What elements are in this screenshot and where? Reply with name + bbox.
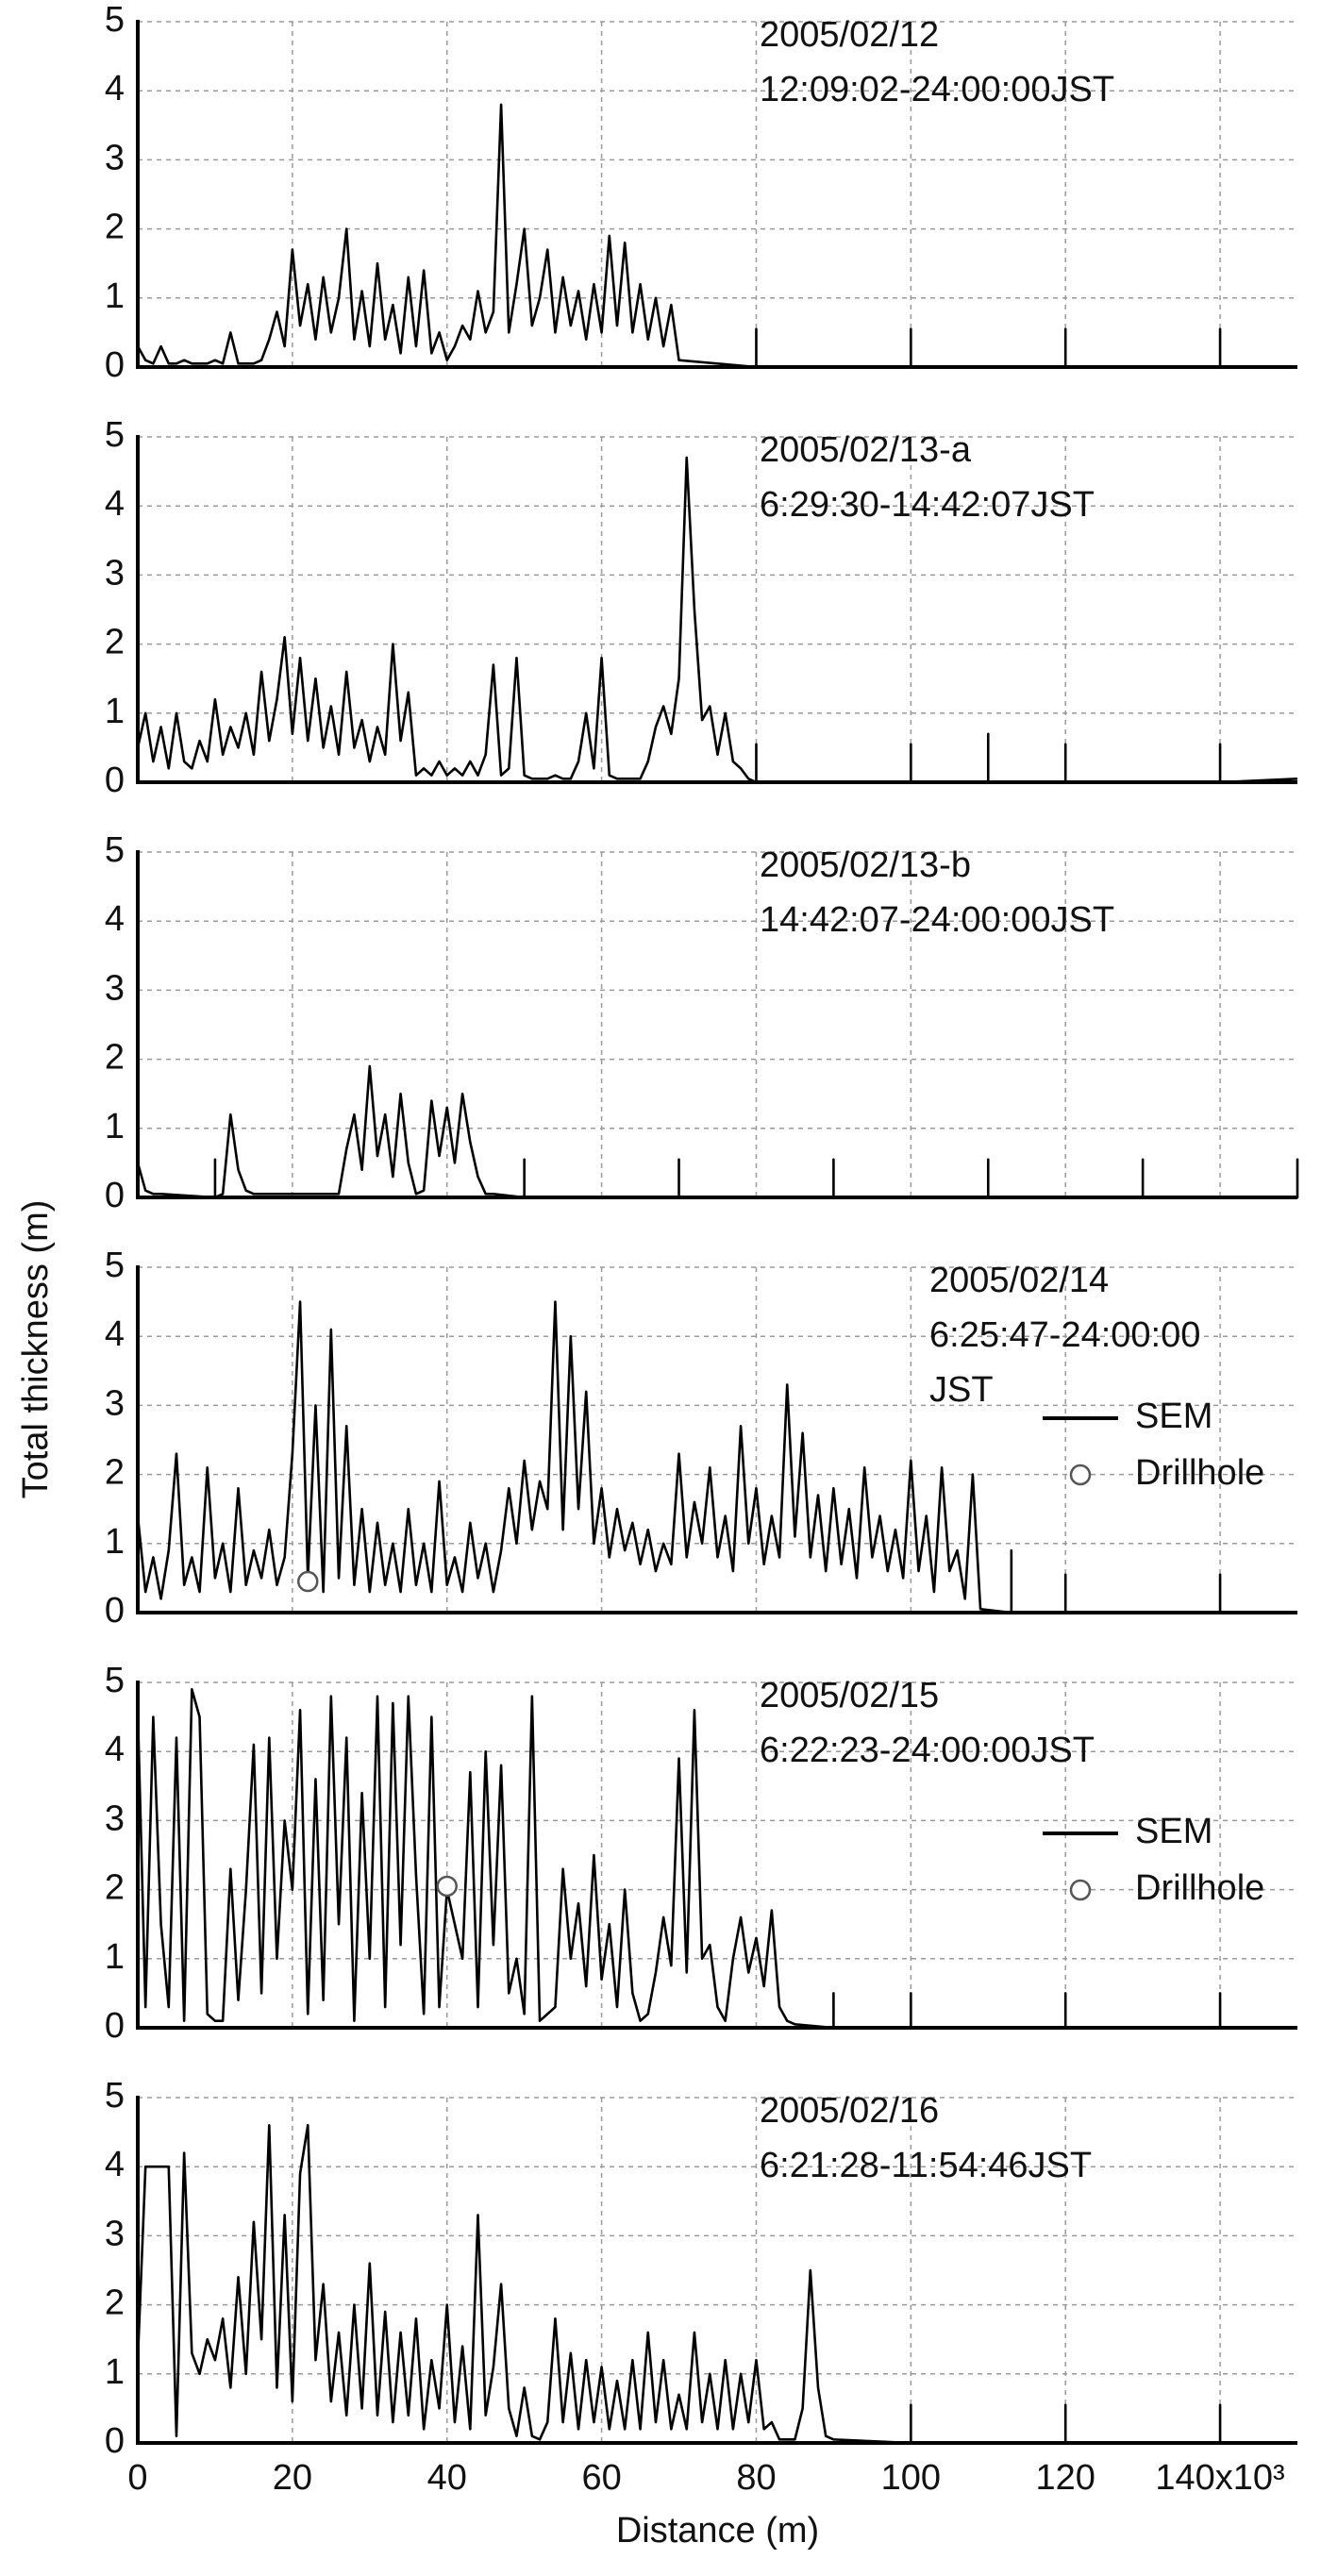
thickness-line <box>136 1300 1222 1614</box>
x-tick-label: 80 <box>736 2458 776 2498</box>
y-tick-label: 1 <box>105 276 125 316</box>
y-tick-label: 2 <box>105 623 125 662</box>
panel: 0 1 2 3 4 5 2005/02/12 12:09:02-24:00:00JST <box>105 0 1297 385</box>
y-tick-label: 1 <box>105 1937 125 1977</box>
y-tick-label: 3 <box>105 2214 125 2253</box>
thickness-line <box>136 1064 1299 1199</box>
y-tick-label: 3 <box>105 553 125 593</box>
x-tick-label: 40 <box>427 2458 467 2498</box>
panel-annotation: 2005/02/16 <box>760 2091 939 2131</box>
panel: 0 1 2 3 4 5 2005/02/14 6:25:47-24:00:00 JST SEM Dr… <box>105 1246 1297 1631</box>
y-tick-label: 2 <box>105 1453 125 1493</box>
legend-label: Drillhole <box>1135 1453 1264 1493</box>
panel-annotation: 2005/02/13-b <box>760 845 971 885</box>
y-tick-label: 4 <box>105 484 125 524</box>
legend-label: SEM <box>1135 1812 1212 1851</box>
panel-annotation: 2005/02/13-a <box>760 430 972 470</box>
x-tick-label: 0 <box>127 2458 147 2498</box>
y-tick-label: 0 <box>105 1176 125 1215</box>
y-tick-label: 0 <box>105 2006 125 2046</box>
legend-label: SEM <box>1135 1397 1212 1436</box>
panel-annotation: 6:22:23-24:00:00JST <box>760 1731 1095 1770</box>
legend-swatch <box>1069 1464 1092 1486</box>
thickness-line <box>136 456 1298 784</box>
x-tick-label: 120 <box>1035 2458 1095 2498</box>
drillhole-point <box>436 1875 458 1898</box>
y-tick-label: 2 <box>105 1038 125 1078</box>
x-tick-label: 140x10³ <box>1155 2458 1284 2498</box>
thickness-line <box>136 1688 1222 2030</box>
panel: 0 1 2 3 4 5 2005/02/13-b 14:42:07-24:00:00JST <box>105 830 1299 1215</box>
y-tick-label: 1 <box>105 1522 125 1562</box>
thickness-line <box>136 103 1222 369</box>
y-tick-label: 2 <box>105 2283 125 2323</box>
drillhole-point <box>297 1570 319 1593</box>
y-tick-label: 0 <box>105 761 125 800</box>
panel-annotation: 6:25:47-24:00:00 <box>929 1315 1200 1355</box>
y-tick-label: 4 <box>105 2145 125 2184</box>
thickness-line <box>136 2123 1222 2445</box>
panel-annotation: 2005/02/12 <box>760 15 939 55</box>
panel: 0 1 2 3 4 5 2005/02/15 6:22:23-24:00:00JST SEM Dr… <box>105 1661 1297 2046</box>
y-tick-label: 5 <box>105 1246 125 1285</box>
panel-annotation: 14:42:07-24:00:00JST <box>760 900 1114 940</box>
y-tick-label: 5 <box>105 2076 125 2116</box>
legend-swatch <box>1069 1879 1092 1901</box>
panel-annotation: 6:21:28-11:54:46JST <box>760 2146 1092 2185</box>
panel: 0 1 2 3 4 5 2005/02/13-a 6:29:30-14:42:07JST <box>105 415 1298 800</box>
y-tick-label: 3 <box>105 1798 125 1838</box>
x-tick-label: 100 <box>881 2458 941 2498</box>
y-tick-label: 5 <box>105 0 125 40</box>
y-tick-label: 1 <box>105 2352 125 2392</box>
x-axis-label: Distance (m) <box>616 2511 819 2551</box>
y-tick-label: 5 <box>105 830 125 870</box>
y-tick-label: 1 <box>105 1107 125 1146</box>
x-tick-label: 20 <box>273 2458 312 2498</box>
panel-annotation: 12:09:02-24:00:00JST <box>760 70 1114 109</box>
y-tick-label: 2 <box>105 1868 125 1908</box>
y-tick-label: 4 <box>105 69 125 109</box>
y-tick-label: 0 <box>105 345 125 385</box>
y-axis-label: Total thickness (m) <box>16 1200 56 1499</box>
x-tick-label: 60 <box>581 2458 621 2498</box>
panel-annotation: JST <box>929 1370 994 1410</box>
panel-annotation: 2005/02/14 <box>929 1261 1109 1300</box>
panel-annotation: 6:29:30-14:42:07JST <box>760 485 1095 525</box>
panel: 0 1 2 3 4 5 0 20 40 60 80 100 120 140x10³ 2005/02/16 6:… <box>105 2076 1297 2551</box>
y-tick-label: 5 <box>105 1661 125 1700</box>
legend-label: Drillhole <box>1135 1868 1264 1908</box>
y-tick-label: 4 <box>105 899 125 939</box>
y-tick-label: 3 <box>105 1383 125 1423</box>
y-tick-label: 0 <box>105 1591 125 1631</box>
y-tick-label: 3 <box>105 138 125 177</box>
panel-annotation: 2005/02/15 <box>760 1676 939 1715</box>
y-tick-label: 3 <box>105 968 125 1008</box>
y-tick-label: 4 <box>105 1730 125 1769</box>
y-tick-label: 0 <box>105 2421 125 2461</box>
y-tick-label: 5 <box>105 415 125 455</box>
y-tick-label: 4 <box>105 1314 125 1354</box>
y-tick-label: 2 <box>105 208 125 247</box>
y-tick-label: 1 <box>105 692 125 731</box>
